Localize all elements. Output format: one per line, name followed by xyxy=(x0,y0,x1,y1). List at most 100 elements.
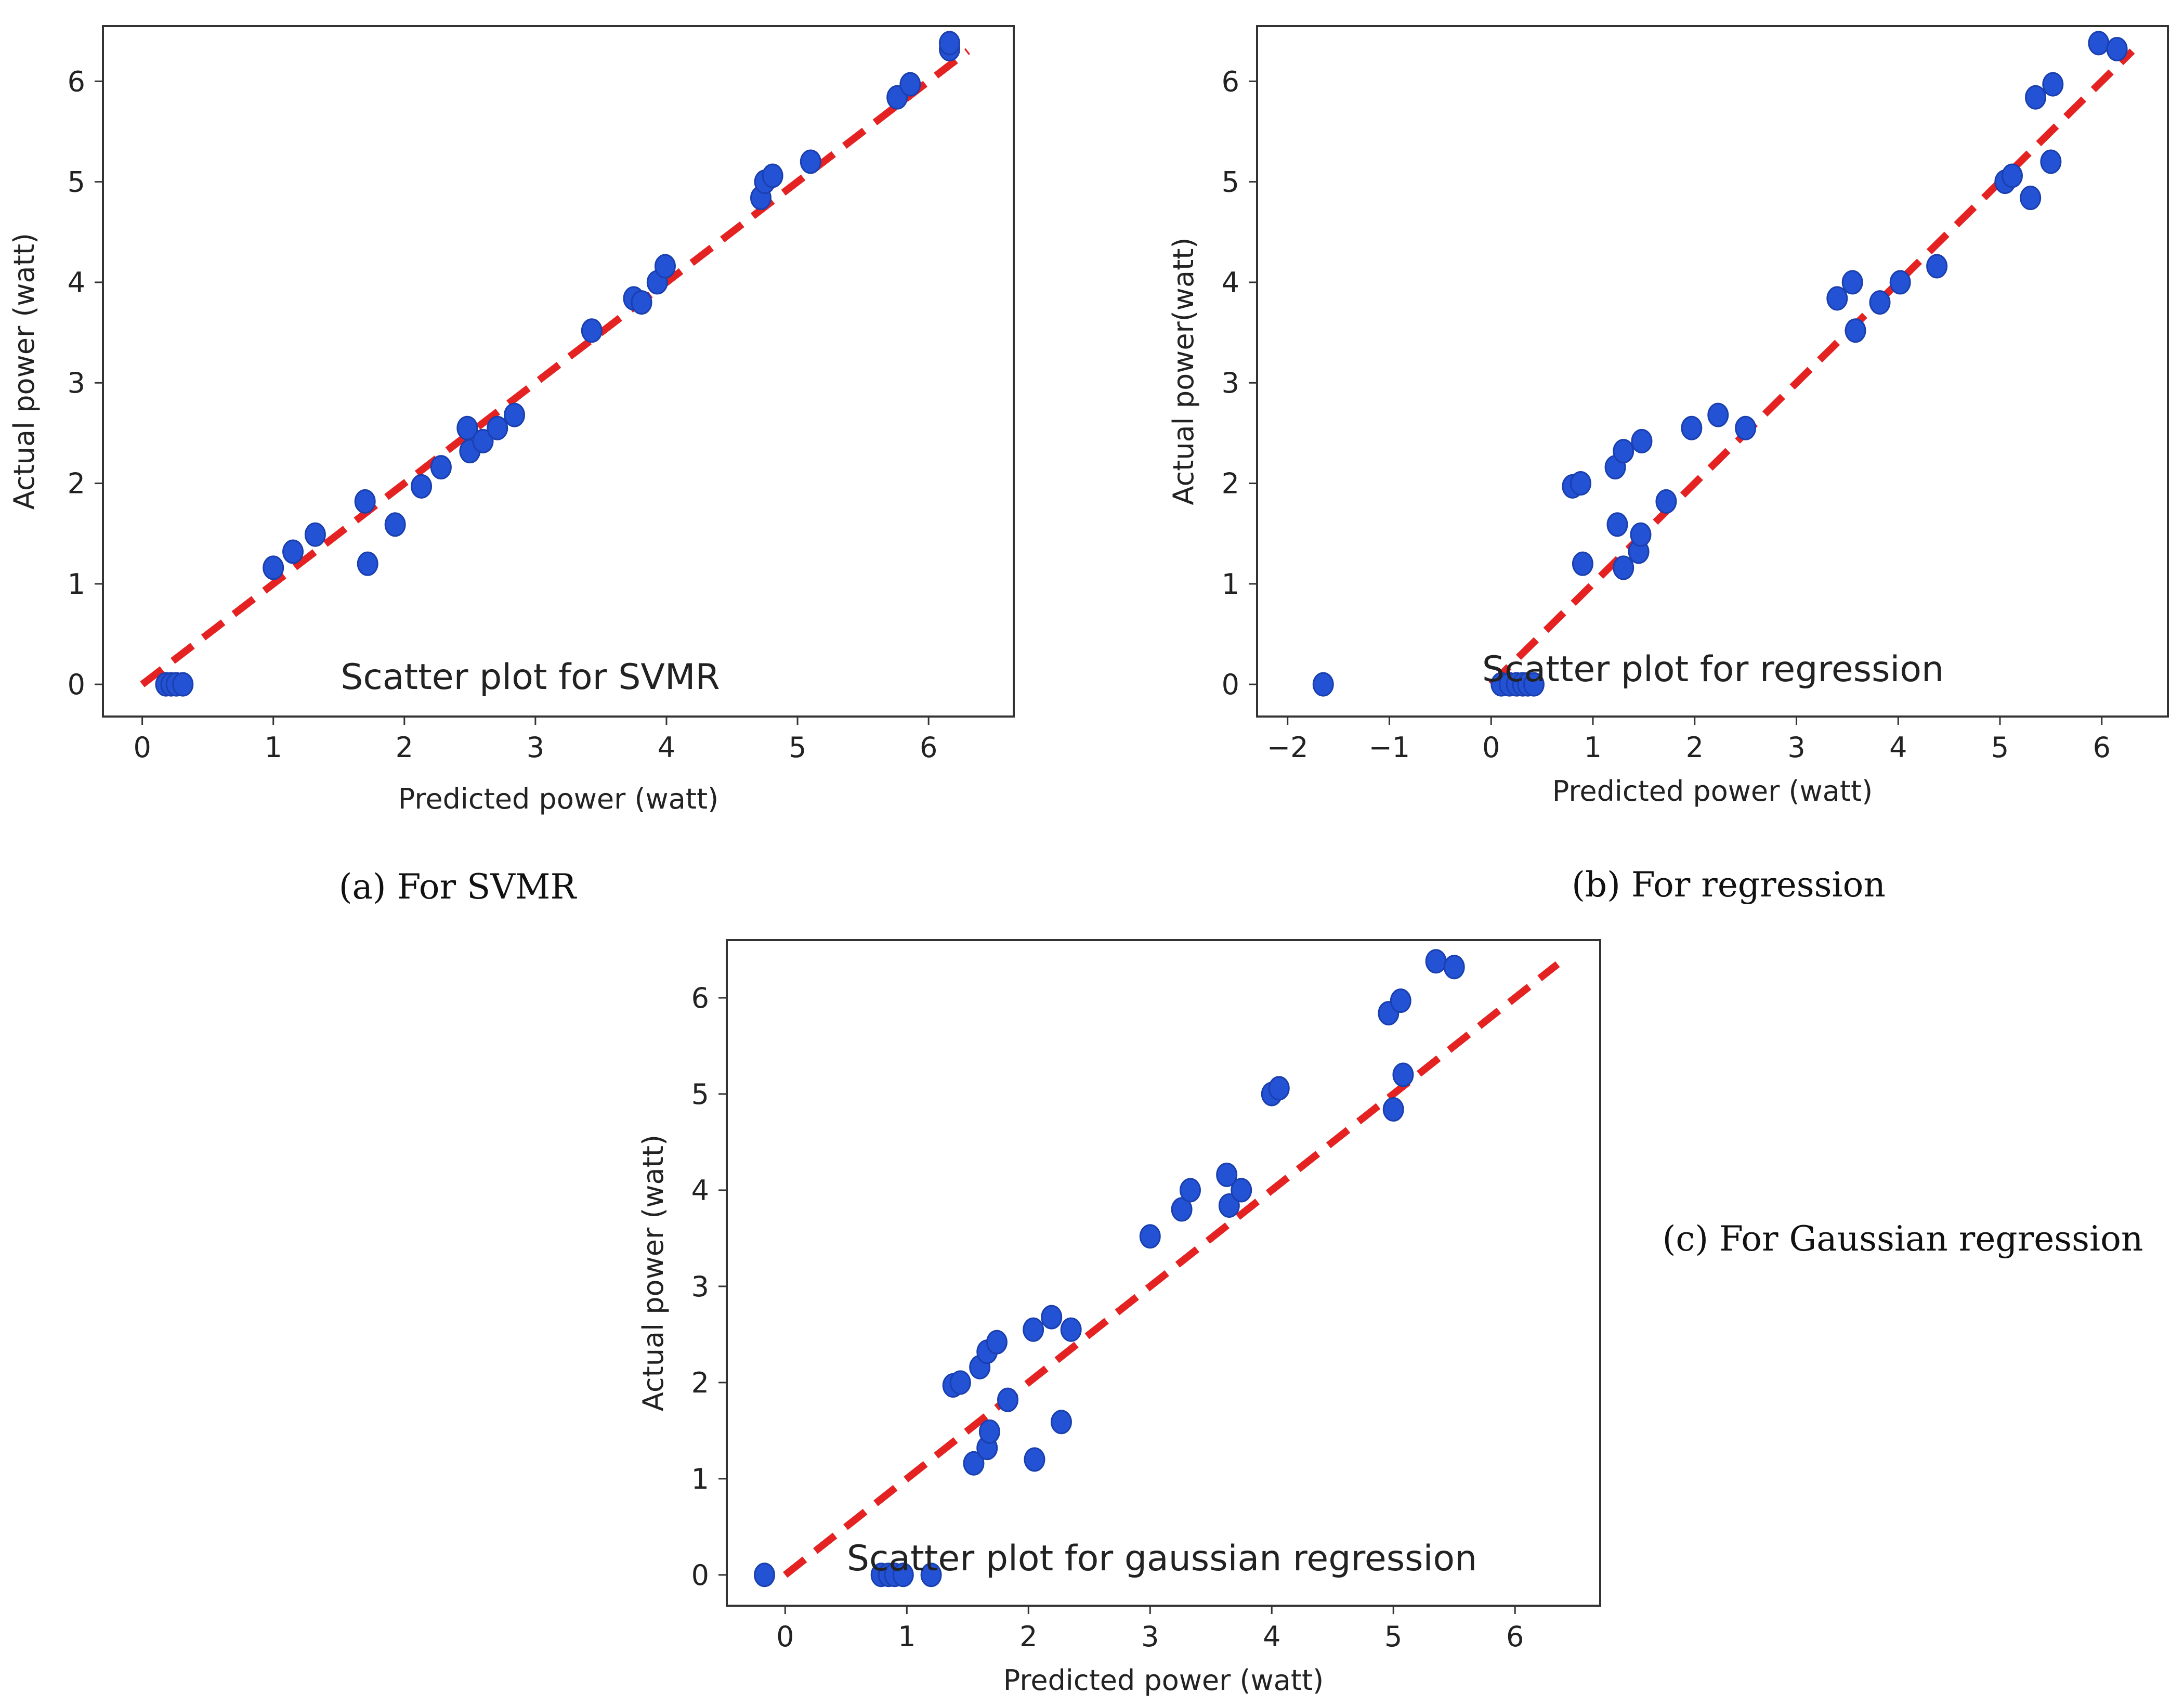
x-axis-label: Predicted power (watt) xyxy=(1003,1664,1324,1697)
x-tick-label: 2 xyxy=(396,731,413,764)
scatter-point xyxy=(1060,1317,1082,1342)
scatter-point xyxy=(1231,1178,1252,1203)
y-tick-label: 6 xyxy=(1222,65,1239,98)
scatter-point xyxy=(430,455,452,480)
scatter-point xyxy=(920,1563,942,1587)
y-tick-label: 4 xyxy=(691,1174,709,1207)
x-tick-label: −1 xyxy=(1369,731,1410,764)
scatter-point xyxy=(654,254,676,279)
fit-line xyxy=(782,961,1560,1578)
y-tick-label: 2 xyxy=(1222,467,1239,500)
scatter-point xyxy=(1631,428,1653,453)
y-tick-label: 1 xyxy=(68,568,85,601)
y-tick-label: 4 xyxy=(68,266,85,299)
scatter-point xyxy=(1171,1197,1193,1222)
x-tick-label: 3 xyxy=(1141,1620,1159,1653)
scatter-point xyxy=(892,1563,914,1587)
scatter-points xyxy=(754,949,1465,1587)
axis-ticks: 0 1 2 3 4 5 6 0 1 2 3 4 5 6 xyxy=(691,982,1524,1653)
x-axis-label: Predicted power (watt) xyxy=(398,783,718,815)
scatter-point xyxy=(1139,1224,1161,1249)
scatter-point xyxy=(1312,672,1334,697)
chart-panel-svmr: 0 1 2 3 4 5 6 0 1 2 3 4 5 6 Scatter plot for SVMR Pre… xyxy=(8,25,1015,907)
x-tick-label: 0 xyxy=(776,1620,794,1653)
x-tick-label: 0 xyxy=(1482,731,1500,764)
scatter-point xyxy=(1869,290,1891,315)
x-tick-label: −2 xyxy=(1267,731,1309,764)
scatter-point xyxy=(997,1387,1019,1412)
scatter-point xyxy=(1392,1062,1414,1087)
y-tick-label: 2 xyxy=(691,1366,709,1399)
scatter-point xyxy=(1572,551,1593,576)
scatter-point xyxy=(581,318,603,343)
x-tick-label: 5 xyxy=(1991,731,2009,764)
scatter-point xyxy=(762,163,783,188)
x-tick-label: 4 xyxy=(1889,731,1907,764)
scatter-point xyxy=(1179,1178,1201,1203)
scatter-point xyxy=(1606,512,1628,537)
y-tick-label: 3 xyxy=(1222,367,1239,399)
x-tick-label: 5 xyxy=(1384,1620,1402,1653)
axis-ticks: 0 1 2 3 4 5 6 0 1 2 3 4 5 6 xyxy=(68,65,938,764)
x-tick-label: 5 xyxy=(789,731,806,764)
scatter-point xyxy=(487,415,508,440)
scatter-point xyxy=(172,672,194,697)
chart-panel-gaussian-regression: 0 1 2 3 4 5 6 0 1 2 3 4 5 6 Scatter plot for gaussian… xyxy=(637,939,2143,1697)
scatter-point xyxy=(1218,1193,1240,1218)
scatter-point xyxy=(2025,85,2047,110)
scatter-point xyxy=(978,1419,1000,1444)
scatter-point xyxy=(1707,402,1729,427)
y-tick-label: 1 xyxy=(691,1463,709,1495)
scatter-point xyxy=(263,555,284,580)
scatter-point xyxy=(1926,254,1948,279)
scatter-point xyxy=(1613,439,1634,464)
scatter-point xyxy=(2088,31,2110,56)
y-tick-label: 6 xyxy=(68,65,85,98)
fit-line xyxy=(140,48,971,687)
scatter-point xyxy=(1523,672,1545,697)
scatter-point xyxy=(304,522,326,547)
scatter-point xyxy=(1050,1410,1072,1435)
figure-caption: (c) For Gaussian regression xyxy=(1663,1219,2143,1259)
scatter-point xyxy=(1570,471,1591,496)
scatter-point xyxy=(411,474,433,499)
y-tick-label: 0 xyxy=(1222,668,1239,701)
scatter-point xyxy=(1845,318,1866,343)
scatter-point xyxy=(1735,415,1757,440)
y-tick-label: 5 xyxy=(691,1078,709,1111)
scatter-point xyxy=(2042,72,2064,97)
y-tick-label: 6 xyxy=(691,982,709,1014)
scatter-point xyxy=(2040,149,2062,174)
x-tick-label: 6 xyxy=(2093,731,2111,764)
scatter-point xyxy=(504,402,526,427)
scatter-point xyxy=(282,539,304,564)
plot-frame xyxy=(726,939,1601,1607)
y-tick-label: 1 xyxy=(1222,568,1239,601)
scatter-points xyxy=(155,31,960,697)
scatter-point xyxy=(899,72,921,97)
scatter-point xyxy=(1382,1097,1404,1122)
x-tick-label: 1 xyxy=(265,731,282,764)
scatter-point xyxy=(1024,1447,1045,1472)
scatter-point xyxy=(1041,1305,1063,1330)
scatter-point xyxy=(1613,555,1634,580)
x-tick-label: 2 xyxy=(1019,1620,1037,1653)
plot-frame xyxy=(1256,25,2169,718)
scatter-point xyxy=(384,512,406,537)
fit-line xyxy=(1488,48,2135,687)
y-tick-label: 2 xyxy=(68,467,85,500)
scatter-point xyxy=(1889,270,1911,295)
scatter-point xyxy=(472,428,494,453)
y-tick-label: 3 xyxy=(68,367,85,399)
scatter-point xyxy=(949,1370,971,1395)
y-axis-label: Actual power(watt) xyxy=(1167,238,1200,505)
y-tick-label: 3 xyxy=(691,1270,709,1303)
scatter-point xyxy=(800,149,821,174)
scatter-point xyxy=(754,1563,776,1587)
x-tick-label: 2 xyxy=(1686,731,1704,764)
scatter-point xyxy=(354,489,376,514)
plot-title: Scatter plot for regression xyxy=(1482,649,1944,690)
scatter-point xyxy=(1655,489,1677,514)
chart-panel-regression: −2 −1 0 1 2 3 4 5 6 0 1 2 3 4 5 6 Scatter plot for regr… xyxy=(1167,25,2169,905)
